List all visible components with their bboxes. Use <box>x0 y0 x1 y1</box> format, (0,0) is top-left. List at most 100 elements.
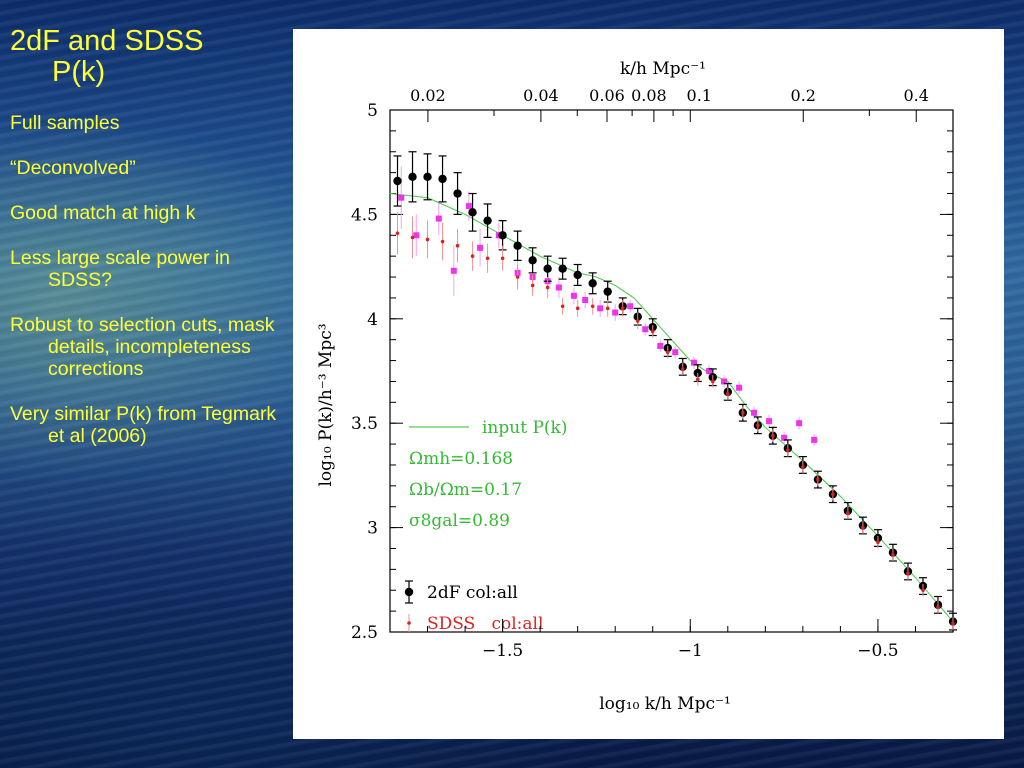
title-line-2: P(k) <box>52 56 106 88</box>
legend-sdss-marker <box>407 621 411 625</box>
2df-point <box>438 174 447 184</box>
sdss-point <box>771 433 775 438</box>
bullet-tegmark: Very similar P(k) from Tegmark et al (20… <box>10 403 277 447</box>
slide-title: 2dF and SDSS P(k) <box>10 26 295 88</box>
sdss-point <box>726 392 730 396</box>
y-tick-label: 2.5 <box>351 623 378 643</box>
magenta-point <box>612 309 619 316</box>
top-axis-tick-label: 0.2 <box>791 86 816 105</box>
2df-point <box>573 270 582 280</box>
top-axis-tick-label: 0.02 <box>410 86 446 105</box>
magenta-point <box>736 384 743 391</box>
plot-frame <box>389 109 954 633</box>
annotation-omega-b-ratio: Ωb/Ωm=0.17 <box>409 480 522 500</box>
sdss-point <box>831 492 835 496</box>
magenta-point <box>477 244 484 251</box>
x-tick-label: −1 <box>678 641 703 661</box>
magenta-point <box>465 203 472 210</box>
magenta-point <box>413 232 420 239</box>
sdss-point <box>425 237 430 242</box>
annotation-sigma8: σ8gal=0.89 <box>409 511 510 531</box>
bullet-less-power: Less large scale power in SDSS? <box>10 247 231 291</box>
magenta-point <box>811 436 818 443</box>
bullet-robust: Robust to selection cuts, mask details, … <box>10 314 275 380</box>
magenta-point <box>435 215 442 222</box>
y-tick-label: 3.5 <box>351 414 378 434</box>
title-line-1: 2dF and SDSS <box>10 25 204 57</box>
sdss-point <box>395 231 400 235</box>
top-axis-tick-label: 0.04 <box>523 86 559 105</box>
magenta-point <box>796 420 803 427</box>
sdss-point <box>921 588 925 593</box>
sdss-point <box>455 243 460 248</box>
sdss-point <box>906 571 910 576</box>
sdss-point <box>590 304 595 309</box>
sdss-point <box>786 448 790 453</box>
magenta-point <box>450 267 457 274</box>
2df-point <box>408 172 417 182</box>
2df-point <box>603 287 612 296</box>
sdss-point <box>440 239 445 244</box>
2df-point <box>543 264 552 273</box>
magenta-point <box>627 303 634 310</box>
sdss-point <box>876 540 880 545</box>
sdss-point <box>605 306 610 311</box>
top-axis-tick-label: 0.08 <box>631 86 667 105</box>
sdss-point <box>485 256 490 261</box>
sdss-point <box>846 511 850 515</box>
sdss-point <box>635 319 640 323</box>
magenta-point <box>691 359 698 366</box>
magenta-point <box>570 292 577 299</box>
top-axis-tick-label: 0.4 <box>904 86 929 105</box>
sdss-point <box>861 525 865 530</box>
sdss-point <box>891 552 895 557</box>
power-spectrum-chart: k/h Mpc⁻¹ log₁₀ P(k)/h⁻³ Mpc³ log₁₀ k/h … <box>316 59 958 714</box>
2df-point <box>513 241 522 250</box>
sdss-point <box>816 477 820 482</box>
2df-point <box>483 216 492 225</box>
magenta-point <box>766 418 773 425</box>
magenta-point <box>582 297 589 304</box>
legend-2df-marker <box>404 587 414 597</box>
annotation-input-pk: input P(k) <box>482 418 567 438</box>
magenta-point <box>706 368 713 374</box>
magenta-point <box>642 326 649 333</box>
2df-point <box>468 208 477 217</box>
sdss-point <box>545 285 550 290</box>
y-tick-label: 4 <box>367 310 378 330</box>
input-pk-model-line <box>389 192 954 622</box>
sdss-point <box>500 256 505 261</box>
sdss-point <box>741 410 745 415</box>
2df-point <box>588 279 597 288</box>
magenta-point <box>721 378 728 385</box>
x-axis-label: log₁₀ k/h Mpc⁻¹ <box>599 694 731 714</box>
top-axis-tick-label: 0.1 <box>687 86 712 105</box>
sdss-point <box>650 329 655 334</box>
top-axis-tick-label: 0.06 <box>589 86 625 105</box>
magenta-point <box>781 434 788 441</box>
2df-point <box>498 231 507 240</box>
magenta-point <box>555 284 562 291</box>
sdss-point <box>710 379 715 384</box>
sdss-point <box>801 465 805 469</box>
sdss-point <box>410 235 415 240</box>
sdss-point <box>620 306 625 311</box>
2df-point <box>528 256 537 265</box>
sdss-point <box>695 377 700 382</box>
annotation-omega-m-h: Ωmh=0.168 <box>409 449 513 469</box>
y-axis-label: log₁₀ P(k)/h⁻³ Mpc³ <box>316 323 336 486</box>
y-tick-label: 3 <box>367 519 378 539</box>
sdss-point <box>530 283 535 288</box>
bullet-full-samples: Full samples <box>10 112 120 134</box>
sdss-point <box>936 605 940 609</box>
sdss-point <box>470 254 475 258</box>
magenta-point <box>657 342 664 349</box>
legend-label-sdss: SDSS col:all <box>427 614 543 634</box>
2df-point <box>453 189 462 198</box>
x-tick-label: −0.5 <box>857 641 898 661</box>
2df-point <box>558 264 567 273</box>
slide-text: 2dF and SDSS P(k) Full samples “Deconvol… <box>10 26 295 470</box>
magenta-point <box>597 305 604 312</box>
legend-label-2df: 2dF col:all <box>427 583 518 603</box>
2df-point <box>393 176 402 186</box>
